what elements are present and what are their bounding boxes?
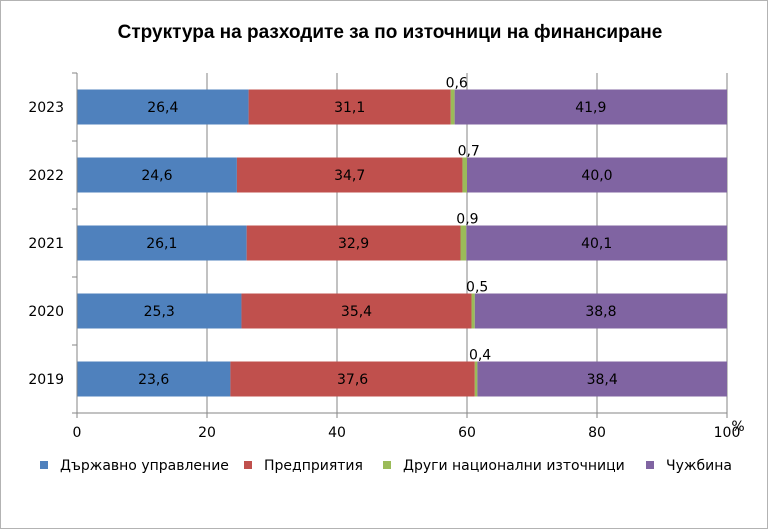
y-tick-label: 2019 [28,372,64,388]
legend-label: Предприятия [264,458,363,474]
chart-title: Структура на разходите за по източници н… [118,22,663,43]
bar-segment [77,225,247,261]
legend-label: Чужбина [666,458,732,474]
bar-segment [466,225,727,261]
legend-swatch [383,461,391,469]
bar-segment [77,361,231,397]
bar-segment [462,157,467,193]
x-tick-label: 100 [714,425,741,441]
data-label: 34,7 [334,168,365,184]
bar-segment [474,361,478,397]
data-label: 38,4 [587,372,618,388]
x-tick-label: 20 [198,425,216,441]
data-label: 38,8 [585,304,616,320]
x-tick-label: 0 [73,425,82,441]
data-label: 25,3 [144,304,175,320]
legend-label: Държавно управление [60,458,229,474]
legend-swatch [244,461,252,469]
data-label: 24,6 [141,168,172,184]
data-label: 0,5 [466,280,488,296]
bar-segment [241,293,472,329]
data-label: 35,4 [341,304,372,320]
y-tick-label: 2022 [28,168,64,184]
y-tick-label: 2023 [28,100,64,116]
bar-segment [77,293,242,329]
data-label: 37,6 [337,372,368,388]
legend-swatch [40,461,48,469]
bar-segment [474,293,727,329]
x-tick-label: 80 [588,425,606,441]
data-label: 0,4 [469,348,491,364]
data-label: 0,9 [456,212,478,228]
bar-segment [248,89,451,125]
x-tick-label: 40 [328,425,346,441]
legend: Държавно управление Предприятия Други наци… [40,458,732,474]
x-tick-label: 60 [458,425,476,441]
data-label: 0,6 [446,76,468,92]
data-label: 26,1 [146,236,177,252]
bar-segment [467,157,727,193]
data-label: 31,1 [334,100,365,116]
bar-segment [471,293,475,329]
bars: 26,4 31,1 0,6 41,9 24,6 34,7 0,7 40,0 26,1 32,9 0,… [77,76,727,397]
data-label: 0,7 [458,144,480,160]
bar-segment [477,361,727,397]
data-label: 41,9 [575,100,606,116]
legend-label: Други национални източници [403,458,625,474]
bar-segment [230,361,475,397]
axes: 2023 2022 2021 2020 2019 0 20 40 60 80 100 [28,72,741,441]
bar-segment [454,89,727,125]
data-label: 32,9 [338,236,369,252]
bar-segment [77,89,249,125]
data-label: 40,1 [581,236,612,252]
x-axis-unit-label: % [731,419,744,435]
bar-segment [246,225,461,261]
data-label: 26,4 [147,100,178,116]
bar-segment [450,89,455,125]
bar-segment [460,225,467,261]
bar-segment [236,157,463,193]
data-label: 40,0 [581,168,612,184]
legend-swatch [646,461,654,469]
y-tick-label: 2020 [28,304,64,320]
y-tick-label: 2021 [28,236,64,252]
data-label: 23,6 [138,372,169,388]
bar-segment [77,157,237,193]
